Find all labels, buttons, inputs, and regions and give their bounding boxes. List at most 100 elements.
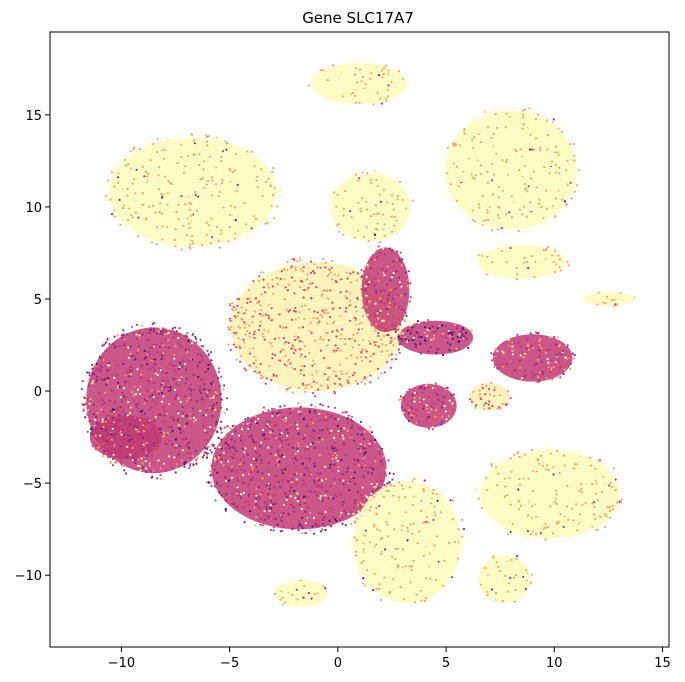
data-point — [371, 294, 375, 298]
data-point — [157, 416, 160, 420]
data-point — [363, 444, 367, 447]
data-point — [124, 426, 127, 429]
data-point — [262, 174, 265, 177]
data-point — [365, 350, 368, 353]
data-point — [216, 480, 219, 483]
data-point — [165, 209, 168, 212]
data-point — [259, 493, 263, 496]
data-point — [112, 453, 115, 456]
data-point — [331, 445, 334, 448]
data-point — [313, 430, 316, 433]
data-point — [258, 486, 261, 489]
data-point — [616, 295, 619, 298]
data-point — [81, 380, 84, 383]
data-point — [139, 357, 142, 360]
data-point — [138, 432, 141, 435]
data-point — [174, 204, 177, 207]
data-point — [254, 415, 257, 418]
data-point — [572, 142, 575, 145]
data-point — [195, 235, 198, 238]
data-point — [377, 377, 380, 380]
data-point — [209, 445, 212, 448]
data-point — [274, 354, 277, 357]
data-point — [393, 224, 396, 227]
data-point — [467, 215, 470, 218]
data-point — [349, 319, 352, 322]
data-point — [252, 296, 256, 299]
data-point — [227, 194, 230, 197]
data-point — [395, 260, 398, 263]
data-point — [252, 217, 255, 220]
data-point — [333, 191, 336, 194]
data-point — [527, 185, 530, 188]
data-point — [254, 469, 257, 472]
data-point — [237, 325, 240, 328]
data-point — [408, 300, 411, 303]
data-point — [546, 154, 550, 157]
data-point — [217, 229, 220, 233]
data-point — [362, 463, 365, 467]
data-point — [266, 337, 269, 340]
data-point — [390, 194, 393, 197]
data-point — [344, 411, 347, 414]
data-point — [344, 216, 347, 219]
data-point — [377, 177, 381, 180]
data-point — [546, 171, 549, 175]
data-point — [238, 220, 241, 223]
data-point — [173, 332, 177, 335]
data-point — [345, 206, 348, 209]
data-point — [182, 191, 185, 194]
data-point — [266, 517, 270, 520]
data-point — [238, 344, 241, 348]
data-point — [377, 256, 380, 259]
data-point — [186, 350, 189, 354]
data-point — [222, 464, 225, 467]
data-point — [363, 354, 367, 357]
data-point — [532, 156, 535, 159]
data-point — [276, 275, 279, 278]
data-point — [491, 187, 494, 190]
data-point — [158, 183, 161, 186]
data-point — [514, 183, 517, 186]
data-point — [567, 172, 570, 176]
data-point — [337, 70, 340, 73]
data-point — [339, 434, 342, 437]
data-point — [250, 335, 253, 339]
data-point — [306, 445, 309, 448]
data-point — [376, 235, 379, 238]
data-point — [141, 148, 144, 152]
data-point — [180, 248, 183, 251]
data-point — [366, 327, 369, 330]
data-point — [324, 465, 327, 468]
data-point — [232, 174, 235, 177]
data-point — [119, 462, 123, 465]
data-point — [278, 327, 281, 330]
data-point — [256, 302, 259, 305]
data-point — [244, 369, 248, 372]
data-point — [559, 343, 562, 346]
data-point — [252, 441, 256, 444]
data-point — [370, 182, 373, 185]
data-point — [519, 112, 522, 115]
data-point — [158, 188, 161, 191]
data-point — [211, 163, 214, 166]
data-point — [480, 152, 483, 155]
data-point — [133, 424, 136, 427]
data-point — [319, 498, 323, 501]
data-point — [137, 235, 140, 238]
data-point — [354, 273, 357, 276]
data-point — [361, 85, 364, 89]
data-point — [156, 226, 159, 229]
data-point — [426, 335, 429, 338]
data-point — [227, 240, 230, 243]
data-point — [558, 352, 562, 355]
data-point — [345, 453, 348, 456]
data-point — [138, 332, 141, 335]
data-point — [517, 260, 520, 263]
data-point — [135, 405, 138, 408]
data-point — [239, 326, 242, 329]
data-point — [105, 383, 108, 386]
data-point — [356, 272, 360, 275]
data-point — [360, 80, 363, 83]
data-point — [232, 503, 235, 506]
